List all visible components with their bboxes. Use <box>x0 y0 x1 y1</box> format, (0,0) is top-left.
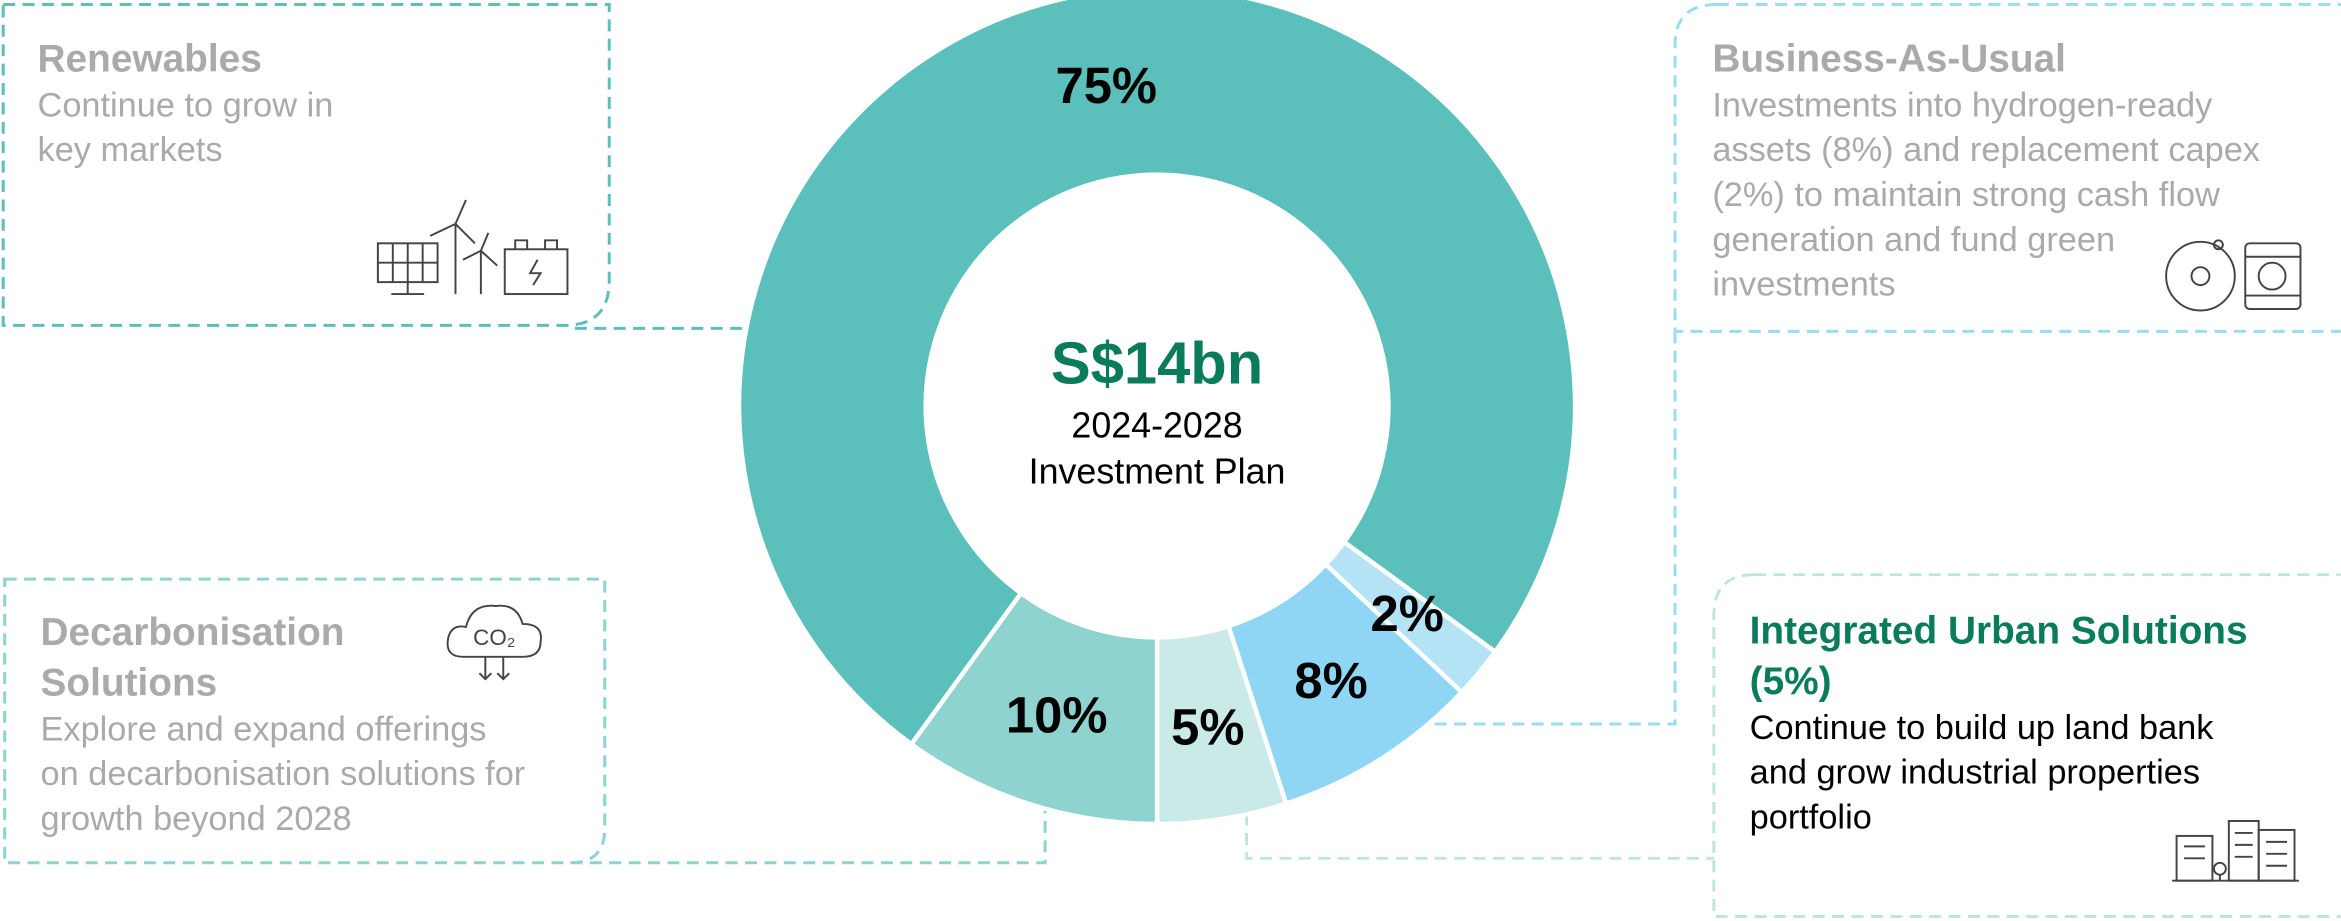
callout-text: and grow industrial properties <box>1750 754 2200 792</box>
value-label: 10% <box>1006 687 1108 744</box>
callout-text: Continue to grow in <box>38 86 334 124</box>
value-label: 2% <box>1371 585 1444 642</box>
slice <box>908 590 1160 827</box>
callout-text: assets (8%) and replacement capex <box>1712 131 2260 169</box>
callout-title: (5%) <box>1750 660 1832 703</box>
callout-text: key markets <box>38 131 223 169</box>
texts: 5% 8%2% 75% 10% S$14bn 2024-2028 Investment Pl… <box>38 38 2260 838</box>
svg-text:CO₂: CO₂ <box>473 625 515 650</box>
renewables-box <box>1 2 747 330</box>
callout-text: growth beyond 2028 <box>41 800 352 838</box>
value-label: 8% <box>1294 652 1367 709</box>
callout-text: on decarbonisation solutions for <box>41 755 526 793</box>
bau-icon <box>2165 239 2302 312</box>
center-line: Investment Plan <box>1029 452 1286 492</box>
callout-text: (2%) to maintain strong cash flow <box>1712 176 2220 214</box>
callout-title: Integrated Urban Solutions <box>1750 609 2248 652</box>
callout-text: portfolio <box>1750 798 1872 836</box>
callout-title: Renewables <box>38 38 262 81</box>
callout-text: Continue to build up land bank <box>1750 709 2215 747</box>
callout-text: investments <box>1712 266 1895 304</box>
slices <box>736 0 1578 827</box>
renewables-icon <box>376 199 569 296</box>
co2-icon: CO₂ <box>446 604 542 681</box>
callout-title: Solutions <box>41 662 218 705</box>
callout-text: Explore and expand offerings <box>41 710 487 748</box>
callout-title: Decarbonisation <box>41 611 345 654</box>
callout-title: Business-As-Usual <box>1712 38 2066 81</box>
ius-box <box>1245 573 2341 919</box>
callout-text: Investments into hydrogen-ready <box>1712 86 2213 124</box>
center-title: S$14bn <box>1051 330 1263 397</box>
ius-icon <box>2172 820 2299 882</box>
value-label: 5% <box>1171 699 1244 756</box>
bau-box <box>1433 2 2341 726</box>
value-label: 75% <box>1055 57 1157 114</box>
slice <box>736 0 1578 748</box>
center-line: 2024-2028 <box>1071 405 1242 445</box>
decarb-box <box>3 577 1047 865</box>
callout-text: generation and fund green <box>1712 221 2115 259</box>
